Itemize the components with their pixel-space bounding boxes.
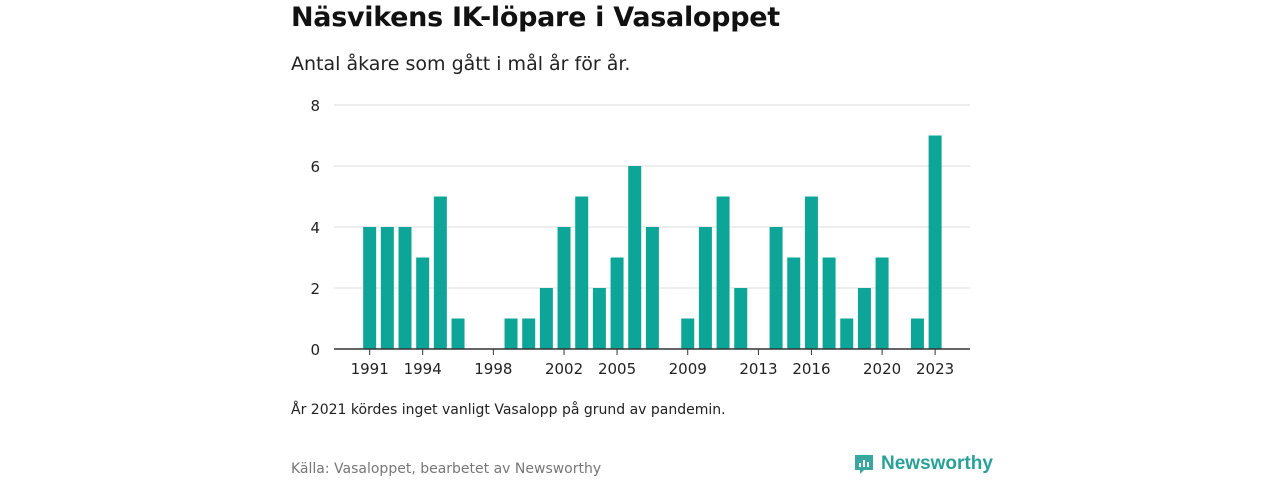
y-tick-label: 2 xyxy=(310,280,320,298)
brand-name: Newsworthy xyxy=(881,453,993,474)
bar xyxy=(433,196,447,349)
x-tick-label: 2013 xyxy=(739,360,777,378)
bar xyxy=(592,288,606,349)
x-tick-label: 2023 xyxy=(916,360,954,378)
bar xyxy=(504,318,518,349)
chart-subtitle: Antal åkare som gått i mål år för år. xyxy=(291,53,631,75)
newsworthy-logo[interactable]: Newsworthy xyxy=(853,453,993,475)
bar xyxy=(681,318,695,349)
x-tick-label: 2002 xyxy=(545,360,583,378)
y-tick-label: 4 xyxy=(310,219,320,237)
x-tick-label: 2005 xyxy=(598,360,636,378)
x-tick-label: 2016 xyxy=(792,360,830,378)
newsworthy-logo-icon xyxy=(855,455,873,474)
x-tick-label: 1991 xyxy=(351,360,389,378)
bar xyxy=(610,257,624,349)
bar xyxy=(875,257,889,349)
x-tick-label: 1998 xyxy=(474,360,512,378)
y-tick-label: 8 xyxy=(310,97,320,115)
bar xyxy=(734,288,748,349)
y-tick-label: 0 xyxy=(310,341,320,359)
bar xyxy=(698,227,712,349)
bar xyxy=(840,318,854,349)
x-tick-label: 2020 xyxy=(863,360,901,378)
bar xyxy=(575,196,589,349)
bar xyxy=(539,288,553,349)
source-text: Källa: Vasaloppet, bearbetet av Newswort… xyxy=(291,461,602,477)
bar xyxy=(857,288,871,349)
bar xyxy=(380,227,394,349)
chart-title: Näsvikens IK-löpare i Vasaloppet xyxy=(291,2,780,33)
bar xyxy=(910,318,924,349)
bar xyxy=(522,318,536,349)
bar xyxy=(416,257,430,349)
bar xyxy=(451,318,465,349)
bar xyxy=(928,135,942,349)
chart-note: År 2021 kördes inget vanligt Vasalopp på… xyxy=(291,402,726,418)
bar xyxy=(822,257,836,349)
bar xyxy=(804,196,818,349)
bar xyxy=(398,227,412,349)
bar-chart: 0 2 4 6 8 1991 1994 1998 2002 2005 2009 2013 2016 202… xyxy=(310,97,970,378)
bar xyxy=(363,227,377,349)
y-tick-label: 6 xyxy=(310,158,320,176)
bar xyxy=(628,166,642,349)
x-tick-label: 2009 xyxy=(669,360,707,378)
bar xyxy=(645,227,659,349)
bar xyxy=(787,257,801,349)
bar xyxy=(557,227,571,349)
bar xyxy=(716,196,730,349)
bar xyxy=(769,227,783,349)
x-tick-label: 1994 xyxy=(404,360,442,378)
